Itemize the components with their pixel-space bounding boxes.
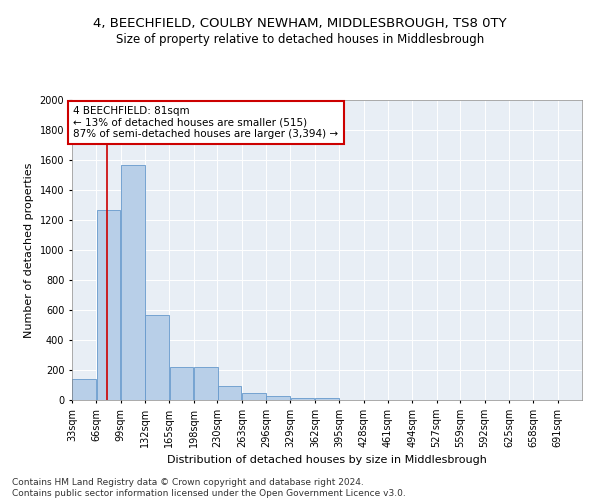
Bar bbox=[291, 398, 314, 400]
Bar bbox=[145, 316, 169, 400]
Text: Contains HM Land Registry data © Crown copyright and database right 2024.
Contai: Contains HM Land Registry data © Crown c… bbox=[12, 478, 406, 498]
X-axis label: Distribution of detached houses by size in Middlesbrough: Distribution of detached houses by size … bbox=[167, 456, 487, 466]
Text: 4 BEECHFIELD: 81sqm
← 13% of detached houses are smaller (515)
87% of semi-detac: 4 BEECHFIELD: 81sqm ← 13% of detached ho… bbox=[73, 106, 338, 139]
Bar bbox=[242, 392, 266, 400]
Text: 4, BEECHFIELD, COULBY NEWHAM, MIDDLESBROUGH, TS8 0TY: 4, BEECHFIELD, COULBY NEWHAM, MIDDLESBRO… bbox=[93, 18, 507, 30]
Bar bbox=[97, 210, 121, 400]
Bar bbox=[194, 367, 218, 400]
Text: Size of property relative to detached houses in Middlesbrough: Size of property relative to detached ho… bbox=[116, 32, 484, 46]
Bar bbox=[266, 396, 290, 400]
Bar bbox=[170, 367, 193, 400]
Bar bbox=[218, 386, 241, 400]
Y-axis label: Number of detached properties: Number of detached properties bbox=[24, 162, 34, 338]
Bar bbox=[73, 379, 96, 400]
Bar bbox=[315, 398, 339, 400]
Bar bbox=[121, 165, 145, 400]
